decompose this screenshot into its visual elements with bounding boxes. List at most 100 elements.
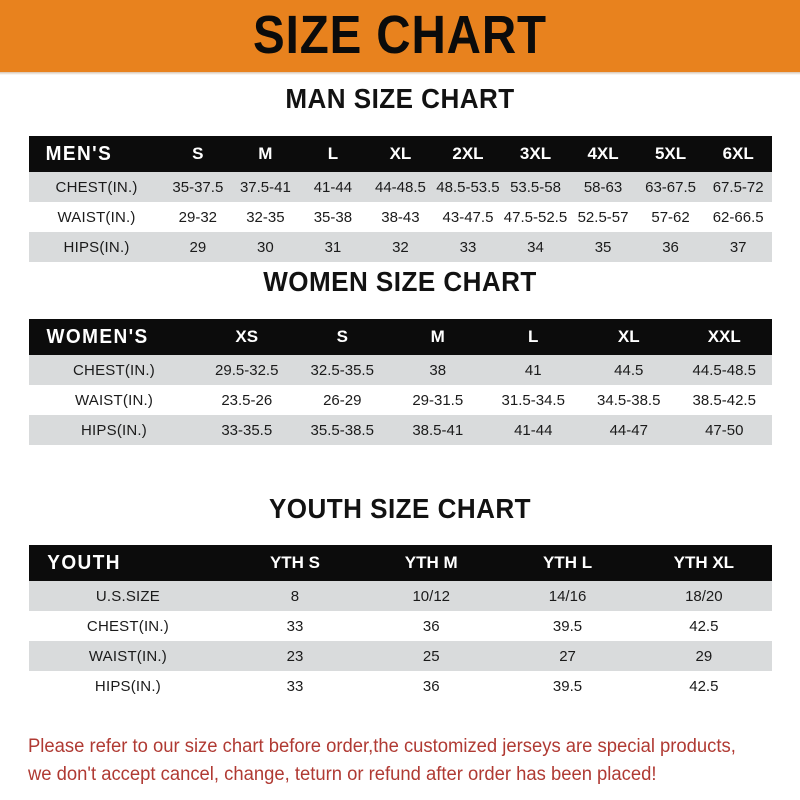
- men-chest-4: 48.5-53.5: [436, 178, 500, 196]
- women-waist-0: 23.5-26: [221, 391, 273, 409]
- men-col-header-2: L: [327, 144, 339, 163]
- men-waist-0: 29-32: [178, 208, 218, 226]
- women-table-body: CHEST(IN.) 29.5-32.5 32.5-35.5 38 41 44.…: [29, 355, 772, 445]
- women-chest-4: 44.5: [614, 361, 644, 379]
- youth-waist-2: 27: [559, 647, 576, 665]
- men-chest-7: 63-67.5: [645, 178, 696, 196]
- man-section-title: MAN SIZE CHART: [285, 83, 515, 114]
- youth-ussize-2: 14/16: [548, 587, 587, 605]
- table-row: HIPS(IN.) 33-35.5 35.5-38.5 38.5-41 41-4…: [29, 415, 772, 445]
- page-banner: SIZE CHART: [0, 0, 800, 72]
- men-chest-1: 37.5-41: [239, 178, 291, 196]
- youth-row-label-waist: WAIST(IN.): [88, 647, 167, 665]
- table-row: WAIST(IN.) 29-32 32-35 35-38 38-43 43-47…: [29, 202, 772, 232]
- men-table-body: CHEST(IN.) 35-37.5 37.5-41 41-44 44-48.5…: [29, 172, 772, 262]
- men-row-label-chest: CHEST(IN.): [55, 178, 138, 196]
- men-col-header-8: 6XL: [722, 144, 754, 163]
- youth-ussize-3: 18/20: [685, 587, 723, 605]
- youth-ussize-0: 8: [290, 587, 300, 605]
- table-row: CHEST(IN.) 35-37.5 37.5-41 41-44 44-48.5…: [29, 172, 772, 202]
- women-hips-5: 47-50: [705, 421, 744, 439]
- men-col-header-5: 3XL: [519, 144, 552, 163]
- footer-disclaimer: Please refer to our size chart before or…: [28, 733, 754, 789]
- women-section-title: WOMEN SIZE CHART: [263, 266, 537, 297]
- men-hips-7: 36: [662, 238, 679, 256]
- women-size-table: WOMEN'S XS S M L XL XXL CHEST(IN.) 29.5-…: [29, 319, 772, 445]
- youth-size-table: YOUTH YTH S YTH M YTH L YTH XL U.S.SIZE …: [29, 545, 772, 701]
- men-hips-4: 33: [459, 238, 477, 256]
- women-waist-4: 34.5-38.5: [597, 391, 661, 409]
- youth-col-header-0: YTH S: [269, 553, 320, 572]
- table-row: U.S.SIZE 8 10/12 14/16 18/20: [29, 581, 772, 611]
- youth-row-label-chest: CHEST(IN.): [86, 617, 169, 635]
- youth-col-header-2: YTH L: [542, 553, 593, 572]
- men-hips-1: 30: [257, 238, 274, 256]
- footer-disclaimer-line-2: we don't accept cancel, change, teturn o…: [28, 764, 657, 785]
- women-table-header-row: WOMEN'S XS S M L XL XXL: [29, 319, 772, 355]
- men-waist-8: 62-66.5: [712, 208, 764, 226]
- women-chest-3: 41: [524, 361, 542, 379]
- women-waist-5: 38.5-42.5: [692, 391, 756, 409]
- table-row: HIPS(IN.) 29 30 31 32 33 34 35 36 37: [29, 232, 772, 262]
- women-chest-5: 44.5-48.5: [692, 361, 756, 379]
- youth-col-header-3: YTH XL: [673, 553, 735, 572]
- men-waist-4: 43-47.5: [442, 208, 494, 226]
- table-row: CHEST(IN.) 33 36 39.5 42.5: [29, 611, 772, 641]
- women-row-label-header: WOMEN'S: [46, 325, 149, 348]
- table-row: WAIST(IN.) 23 25 27 29: [29, 641, 772, 671]
- men-waist-6: 52.5-57: [577, 208, 629, 226]
- men-chest-2: 41-44: [313, 178, 353, 196]
- men-col-header-1: M: [258, 144, 273, 163]
- women-row-label-hips: HIPS(IN.): [81, 421, 147, 439]
- youth-waist-1: 25: [422, 647, 440, 665]
- men-hips-0: 29: [189, 238, 207, 256]
- table-row: CHEST(IN.) 29.5-32.5 32.5-35.5 38 41 44.…: [29, 355, 772, 385]
- men-hips-2: 31: [324, 238, 342, 256]
- men-waist-3: 38-43: [381, 208, 420, 226]
- men-chest-6: 58-63: [583, 178, 623, 196]
- men-waist-2: 35-38: [313, 208, 353, 226]
- youth-hips-2: 39.5: [552, 677, 583, 695]
- youth-row-label-ussize: U.S.SIZE: [95, 587, 160, 605]
- women-chest-0: 29.5-32.5: [215, 361, 279, 379]
- women-hips-4: 44-47: [609, 421, 648, 439]
- men-chest-8: 67.5-72: [712, 178, 764, 196]
- men-chest-0: 35-37.5: [172, 178, 224, 196]
- youth-chest-0: 33: [286, 617, 304, 635]
- men-waist-7: 57-62: [651, 208, 690, 226]
- women-row-label-waist: WAIST(IN.): [74, 391, 154, 409]
- footer-disclaimer-line-1: Please refer to our size chart before or…: [28, 736, 736, 757]
- youth-waist-0: 23: [286, 647, 304, 665]
- youth-hips-0: 33: [286, 677, 304, 695]
- women-hips-2: 38.5-41: [412, 421, 464, 439]
- women-chest-1: 32.5-35.5: [310, 361, 374, 379]
- women-hips-1: 35.5-38.5: [310, 421, 374, 439]
- men-col-header-3: XL: [389, 144, 412, 163]
- youth-col-header-1: YTH M: [404, 553, 458, 572]
- women-col-header-2: M: [430, 327, 445, 346]
- youth-hips-3: 42.5: [689, 677, 719, 695]
- women-col-header-4: XL: [617, 327, 640, 346]
- women-chest-2: 38: [429, 361, 447, 379]
- women-waist-1: 26-29: [323, 391, 362, 409]
- youth-row-label-hips: HIPS(IN.): [94, 677, 161, 695]
- men-hips-3: 32: [392, 238, 409, 256]
- youth-table-head: YOUTH YTH S YTH M YTH L YTH XL: [29, 545, 772, 581]
- men-col-header-7: 5XL: [654, 144, 687, 163]
- youth-hips-1: 36: [422, 677, 440, 695]
- youth-chest-1: 36: [422, 617, 440, 635]
- men-waist-5: 47.5-52.5: [503, 208, 568, 226]
- table-row: WAIST(IN.) 23.5-26 26-29 29-31.5 31.5-34…: [29, 385, 772, 415]
- page-title: SIZE CHART: [253, 5, 547, 65]
- men-row-label-waist: WAIST(IN.): [57, 208, 136, 226]
- women-col-header-1: S: [336, 327, 348, 346]
- women-col-header-5: XXL: [707, 327, 741, 346]
- youth-section-title: YOUTH SIZE CHART: [268, 493, 532, 524]
- men-hips-6: 35: [594, 238, 612, 256]
- women-row-label-chest: CHEST(IN.): [73, 361, 155, 379]
- men-col-header-0: S: [192, 144, 204, 163]
- men-chest-5: 53.5-58: [510, 178, 561, 196]
- women-waist-2: 29-31.5: [412, 391, 464, 409]
- youth-waist-3: 29: [695, 647, 713, 665]
